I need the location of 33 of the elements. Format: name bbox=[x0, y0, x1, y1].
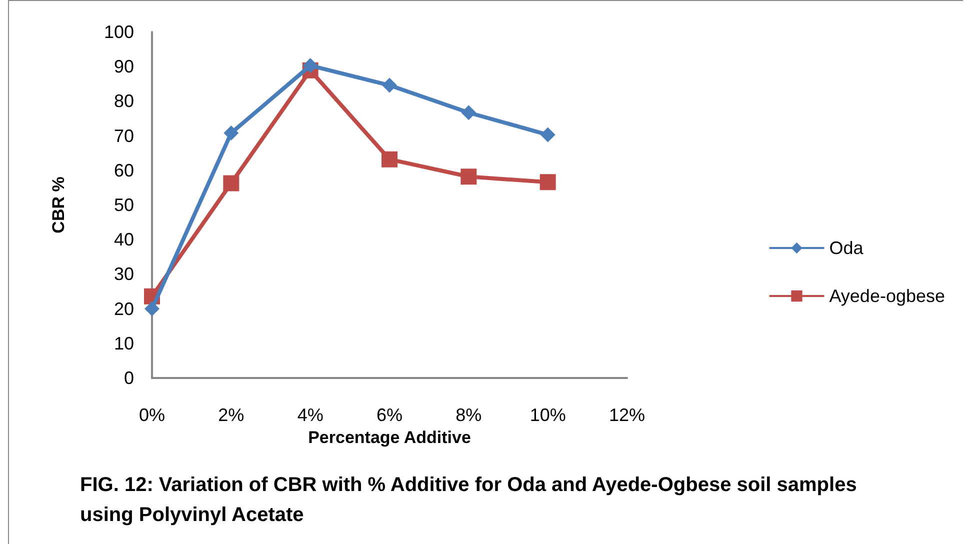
y-tick-label: 10 bbox=[114, 333, 134, 354]
point bbox=[382, 78, 397, 93]
y-tick-label: 30 bbox=[114, 264, 134, 284]
x-tick-label: 12% bbox=[608, 405, 646, 425]
point bbox=[224, 126, 239, 141]
point bbox=[540, 127, 556, 142]
point bbox=[302, 58, 318, 74]
x-tick-label: 0% bbox=[138, 405, 166, 425]
y-tick-label: 100 bbox=[104, 22, 134, 42]
point bbox=[540, 174, 556, 190]
legend-label: Oda bbox=[829, 238, 864, 258]
y-axis-title: CBR % bbox=[49, 176, 68, 234]
y-tick-label: 80 bbox=[114, 91, 134, 112]
x-tick-label: 6% bbox=[376, 405, 403, 425]
point bbox=[382, 151, 398, 168]
y-tick-label: 90 bbox=[114, 56, 134, 77]
y-tick-label: 50 bbox=[114, 195, 134, 215]
x-tick-label: 2% bbox=[218, 405, 244, 425]
x-tick-label: 8% bbox=[456, 405, 482, 425]
y-tick-label: 20 bbox=[114, 298, 134, 319]
y-tick-label: 0 bbox=[124, 368, 134, 388]
x-tick-label: 4% bbox=[297, 405, 324, 425]
legend-label: Ayede-ogbese bbox=[829, 286, 946, 306]
x-axis-title: Percentage Additive bbox=[308, 428, 471, 447]
y-tick-label: 70 bbox=[114, 126, 134, 146]
text: FIG. 12: Variation of CBR with % Additive for Oda and Ayede-Ogbese soil samples using Polyvinyl Acetate bbox=[80, 473, 858, 528]
x-tick-label: 10% bbox=[530, 405, 566, 425]
point bbox=[144, 301, 160, 316]
point bbox=[460, 168, 477, 185]
y-tick-label: 40 bbox=[114, 230, 134, 250]
y-tick-label: 60 bbox=[114, 160, 134, 180]
point bbox=[223, 175, 240, 192]
point bbox=[461, 105, 476, 120]
